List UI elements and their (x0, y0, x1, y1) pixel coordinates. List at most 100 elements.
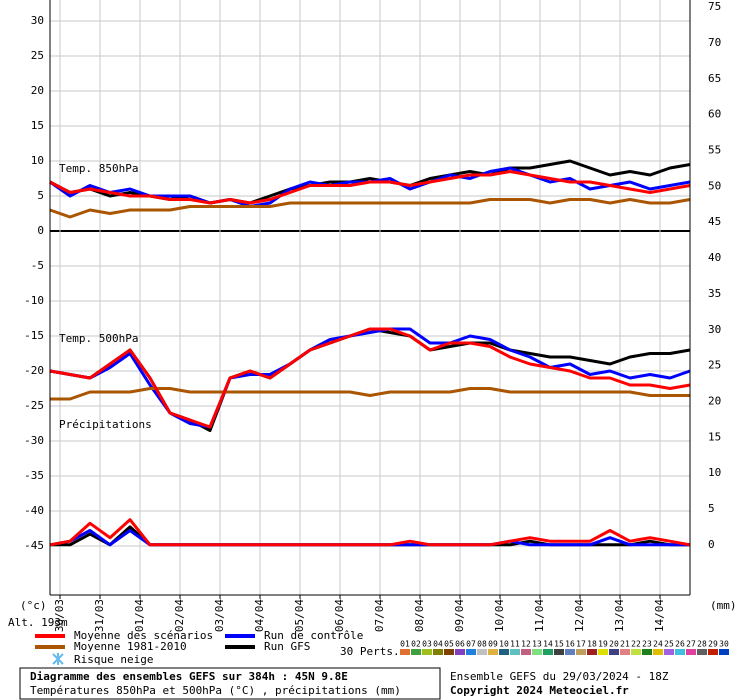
y2-tick-label: 40 (708, 251, 721, 264)
panel-label: Temp. 500hPa (59, 332, 138, 345)
perturbation-label: 11 (510, 640, 520, 649)
perturbation-label: 12 (521, 640, 531, 649)
perturbation-swatch (664, 649, 674, 655)
perturbation-label: 15 (554, 640, 564, 649)
y-tick-label: 30 (31, 14, 44, 27)
perturbation-label: 24 (653, 640, 663, 649)
perturbation-swatch (642, 649, 652, 655)
y-tick-label: -15 (24, 329, 44, 342)
perturbation-label: 20 (609, 640, 619, 649)
copyright: Copyright 2024 Meteociel.fr (450, 684, 629, 697)
perturbation-swatch (565, 649, 575, 655)
y-tick-label: -10 (24, 294, 44, 307)
x-tick-label: 13/04 (613, 599, 626, 632)
y2-tick-label: 25 (708, 359, 721, 372)
y-tick-label: 15 (31, 119, 44, 132)
series-line (49, 198, 691, 219)
x-tick-label: 09/04 (453, 599, 466, 632)
y-tick-label: 0 (37, 224, 44, 237)
perturbation-swatch (576, 649, 586, 655)
y2-tick-label: 50 (708, 179, 721, 192)
series-line (49, 327, 691, 429)
y-tick-label: 25 (31, 49, 44, 62)
series-line (49, 170, 691, 205)
perturbation-swatch (455, 649, 465, 655)
footer-subtitle: Températures 850hPa et 500hPa (°C) , pré… (30, 684, 401, 697)
perturbation-swatch (521, 649, 531, 655)
perturbation-label: 14 (543, 640, 553, 649)
legend-label: Run de contrôle (264, 629, 363, 642)
perturbation-swatch (620, 649, 630, 655)
y-tick-label: -5 (31, 259, 44, 272)
legend-label: Moyenne 1981-2010 (74, 640, 187, 653)
perturbation-swatch (598, 649, 608, 655)
perturbation-swatch (675, 649, 685, 655)
x-tick-label: 04/04 (253, 599, 266, 632)
y2-tick-label: 45 (708, 215, 721, 228)
perturbation-label: 06 (455, 640, 465, 649)
perturbation-label: 17 (576, 640, 586, 649)
perturbation-label: 08 (477, 640, 487, 649)
perturbation-swatch (708, 649, 718, 655)
perturbation-label: 03 (422, 640, 432, 649)
perturbation-swatch (411, 649, 421, 655)
perturbation-label: 05 (444, 640, 454, 649)
panel-label: Précipitations (59, 418, 152, 431)
y-tick-label: 10 (31, 154, 44, 167)
perturbation-label: 16 (565, 640, 575, 649)
perturbation-swatch (510, 649, 520, 655)
y2-tick-label: 30 (708, 323, 721, 336)
footer-title: Diagramme des ensembles GEFS sur 384h : … (30, 670, 348, 683)
y2-tick-label: 10 (708, 466, 721, 479)
x-tick-label: 05/04 (293, 599, 306, 632)
x-tick-label: 03/04 (213, 599, 226, 632)
perturbation-swatch (477, 649, 487, 655)
legend-label: Risque neige (74, 653, 153, 666)
legend-label: Moyenne des scénarios (74, 629, 213, 642)
perturbation-label: 10 (499, 640, 509, 649)
perturbation-swatch (719, 649, 729, 655)
y2-tick-label: 55 (708, 144, 721, 157)
perturbation-label: 22 (631, 640, 641, 649)
perturbation-label: 13 (532, 640, 542, 649)
x-tick-label: 01/04 (133, 599, 146, 632)
y-unit: (°c) (20, 599, 47, 612)
perturbations-label: 30 Perts. (340, 645, 400, 658)
perturbation-label: 30 (719, 640, 729, 649)
legend-label: Run GFS (264, 640, 310, 653)
altitude: Alt. 193m (8, 616, 68, 629)
x-tick-label: 11/04 (533, 599, 546, 632)
y2-tick-label: 5 (708, 502, 715, 515)
perturbation-swatch (587, 649, 597, 655)
x-tick-label: 06/04 (333, 599, 346, 632)
y2-tick-label: 75 (708, 0, 721, 13)
perturbation-label: 25 (664, 640, 674, 649)
panel-label: Temp. 850hPa (59, 162, 138, 175)
y-tick-label: -25 (24, 399, 44, 412)
y2-tick-label: 35 (708, 287, 721, 300)
x-tick-label: 07/04 (373, 599, 386, 632)
footer-box (19, 667, 441, 700)
perturbation-swatch (422, 649, 432, 655)
perturbation-label: 23 (642, 640, 652, 649)
y-tick-label: -45 (24, 539, 44, 552)
series-line (49, 518, 691, 547)
y2-tick-label: 0 (708, 538, 715, 551)
plot-area (49, 0, 691, 595)
perturbation-label: 29 (708, 640, 718, 649)
x-tick-label: 30/03 (53, 599, 66, 632)
perturbation-swatch (532, 649, 542, 655)
perturbation-label: 04 (433, 640, 443, 649)
perturbation-swatch (653, 649, 663, 655)
perturbation-swatch (466, 649, 476, 655)
series-line (49, 327, 691, 429)
perturbation-swatch (499, 649, 509, 655)
x-tick-label: 14/04 (653, 599, 666, 632)
perturbation-label: 19 (598, 640, 608, 649)
y-tick-label: -30 (24, 434, 44, 447)
x-tick-label: 02/04 (173, 599, 186, 632)
run-info: Ensemble GEFS du 29/03/2024 - 18Z (450, 670, 669, 683)
perturbation-swatch (444, 649, 454, 655)
perturbation-swatch (697, 649, 707, 655)
